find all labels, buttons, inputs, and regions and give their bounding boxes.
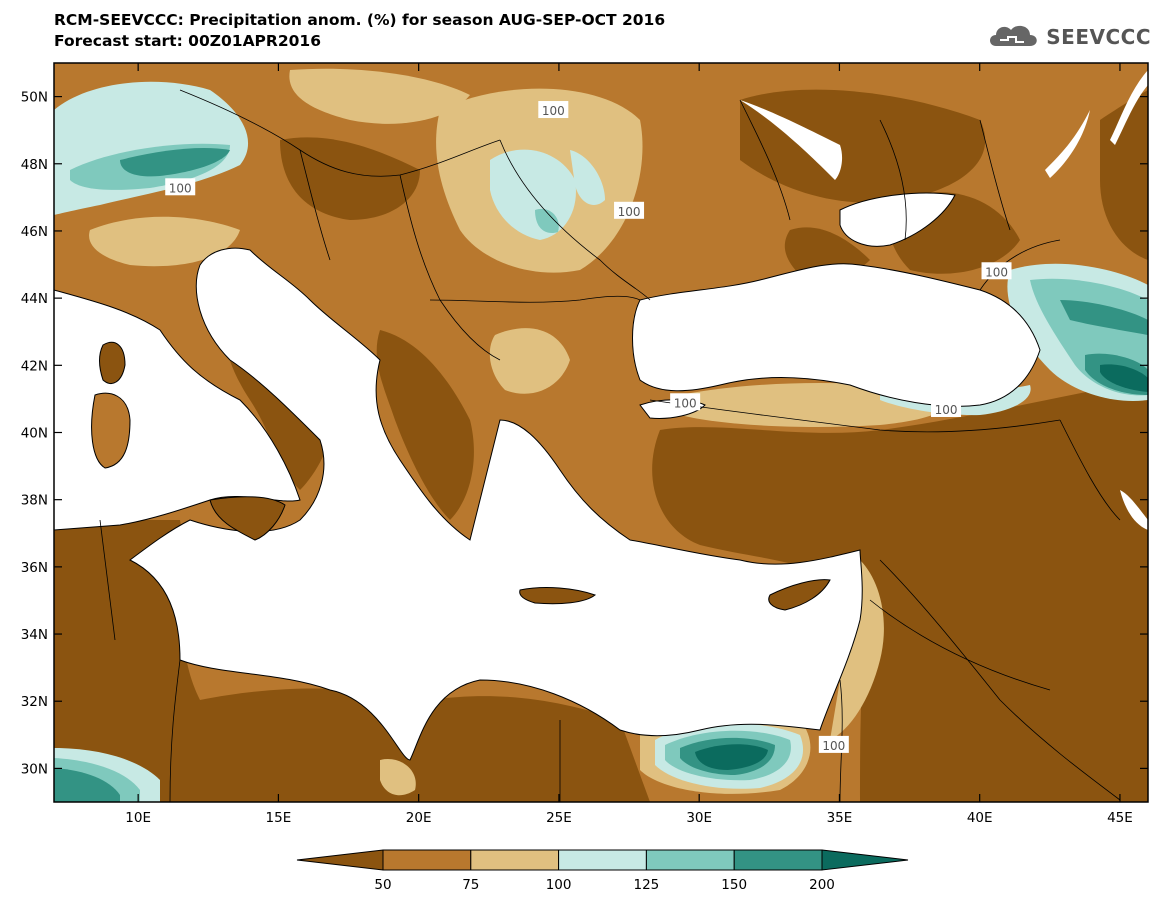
svg-text:100: 100 (542, 104, 565, 118)
anomaly-zone-very-dry-russia (1100, 90, 1148, 260)
reservoir-don (1045, 110, 1090, 178)
legend-label: 200 (809, 877, 835, 893)
anomaly-zone-near-normal-bulgaria (489, 328, 570, 394)
latitude-axis: 30N 32N 34N 36N 38N 40N 42N 44N 46N 48N 50N (21, 90, 1148, 777)
anomaly-zone-extreme-wet-caucasus (1060, 300, 1148, 335)
anomaly-zone-near-normal-alps (89, 216, 241, 267)
lat-tick-label: 46N (21, 224, 48, 240)
lon-tick-label: 15E (266, 810, 292, 826)
island-sicily (209, 496, 286, 541)
svg-text:100: 100 (169, 181, 192, 195)
anomaly-zone-wet-moldova (570, 150, 605, 205)
legend-label: 50 (374, 877, 391, 893)
contour-labels: 100 100 100 100 100 100 100 (165, 101, 1012, 753)
lon-tick-label: 45E (1107, 810, 1133, 826)
contour-label-100: 100 (818, 735, 849, 753)
lon-tick-label: 40E (967, 810, 993, 826)
anomaly-zone-very-dry-north (280, 137, 420, 220)
sea-of-azov (839, 192, 956, 247)
lat-tick-label: 48N (21, 157, 48, 173)
logo-text: SEEVCCC (1046, 25, 1151, 49)
lat-tick-label: 34N (21, 627, 48, 643)
legend-arrow-low (296, 849, 384, 871)
lon-tick-label: 25E (546, 810, 572, 826)
mediterranean-sea (54, 247, 863, 761)
anomaly-zone-peak-wet-egypt (695, 744, 768, 770)
anomaly-zone-very-dry-ukraine (740, 89, 986, 203)
legend-label: 100 (546, 877, 572, 893)
legend-swatch (645, 849, 735, 871)
anomaly-zone-very-wet-romania (535, 208, 559, 234)
lat-tick-label: 38N (21, 493, 48, 509)
lon-tick-label: 35E (827, 810, 853, 826)
anomaly-zone-peak-wet-georgia (1100, 364, 1148, 392)
map-title: RCM-SEEVCCC: Precipitation anom. (%) for… (54, 11, 666, 29)
anomaly-zone-extreme-wet-north-italy (120, 148, 230, 177)
contour-label-100: 100 (538, 101, 569, 119)
svg-text:100: 100 (935, 403, 958, 417)
legend-label: 125 (634, 877, 660, 893)
legend-colorbar: 50 75 100 125 150 200 (296, 849, 909, 893)
legend-label: 150 (721, 877, 747, 893)
island-cyprus (768, 579, 831, 611)
anomaly-zone-very-dry-east (652, 380, 1148, 802)
cloud-icon (986, 20, 1042, 54)
anomaly-zone-near-normal-libya (380, 759, 416, 796)
caspian-edge (1120, 490, 1148, 530)
contour-label-100: 100 (165, 178, 196, 196)
anomaly-zone-near-normal-levant (830, 560, 884, 740)
contour-label-100: 100 (981, 262, 1012, 280)
legend-swatch (382, 849, 472, 871)
lon-tick-label: 10E (125, 810, 151, 826)
lat-tick-label: 30N (21, 761, 48, 777)
lat-tick-label: 42N (21, 358, 48, 374)
legend-swatch (470, 849, 560, 871)
island-sardinia (91, 392, 131, 469)
island-corsica (99, 341, 126, 384)
island-crete (519, 587, 597, 605)
legend-swatch (558, 849, 647, 871)
svg-text:100: 100 (822, 739, 845, 753)
legend-arrow-high (821, 849, 909, 871)
anomaly-zone-very-dry-africa (54, 520, 650, 802)
svg-text:100: 100 (985, 265, 1008, 279)
legend-label: 75 (462, 877, 479, 893)
country-borders (99, 89, 1121, 802)
longitude-axis: 10E 15E 20E 25E 30E 35E 40E 45E (125, 63, 1133, 826)
lat-tick-label: 50N (21, 90, 48, 106)
contour-label-100: 100 (931, 399, 962, 417)
contour-label-100: 100 (614, 201, 645, 219)
anomaly-zone-near-normal-north (289, 68, 470, 124)
lat-tick-label: 36N (21, 560, 48, 576)
forecast-start: Forecast start: 00Z01APR2016 (54, 32, 321, 50)
black-sea (632, 263, 1041, 407)
svg-text:100: 100 (618, 205, 641, 219)
reservoir-volga (1110, 70, 1148, 145)
anomaly-zone-very-dry-balkans (376, 330, 474, 520)
anomaly-zone-extreme-wet-tunisia (54, 768, 120, 802)
lat-tick-label: 40N (21, 426, 48, 442)
lon-tick-label: 20E (406, 810, 432, 826)
lat-tick-label: 32N (21, 694, 48, 710)
legend-swatch (733, 849, 823, 871)
lon-tick-label: 30E (686, 810, 712, 826)
seevccc-logo: SEEVCCC (986, 20, 1151, 54)
svg-text:100: 100 (674, 396, 697, 410)
lat-tick-label: 44N (21, 291, 48, 307)
reservoir-dnipro (740, 100, 843, 180)
contour-label-100: 100 (670, 393, 701, 411)
